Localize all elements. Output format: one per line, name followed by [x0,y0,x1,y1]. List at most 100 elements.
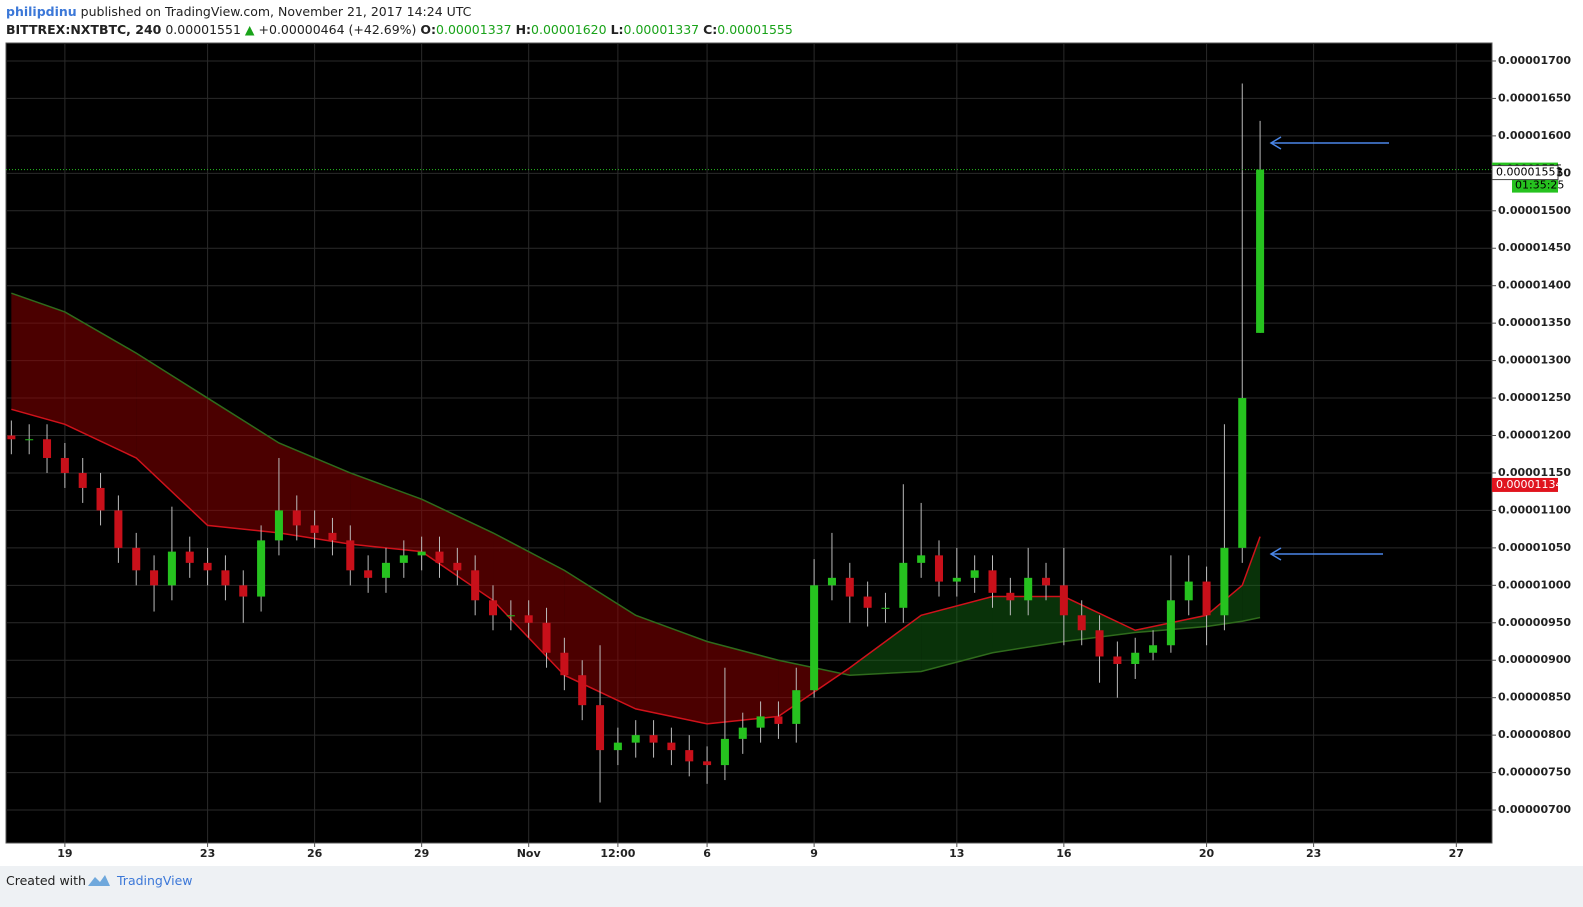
x-tick-label: 6 [703,847,711,860]
candle-body [1095,630,1104,657]
footer-text: Created with [6,873,86,888]
candle-body [1024,577,1033,601]
candle-body [827,577,836,586]
ohlc-label: L: [610,22,624,37]
y-tick-label: 0.00001650 [1498,91,1571,104]
y-tick-label: 0.00001300 [1498,354,1571,367]
candle-body [1059,585,1068,616]
candle-body [132,547,141,571]
price: 0.00001551 [165,22,241,37]
candle-body [471,570,480,601]
footer-brand: TradingView [117,873,193,888]
arrow-head [1269,136,1282,150]
x-tick-label: Nov [517,847,542,860]
ohlc-label: H: [515,22,532,37]
y-tick-label: 0.00001150 [1498,466,1571,479]
cloud-fill [849,615,922,676]
annotation-arrow [1269,136,1389,150]
level-badge-label: 0.00001134 [1496,478,1562,491]
y-tick-label: 0.00000800 [1498,728,1571,741]
candle-body [150,570,159,586]
candle-body [810,585,819,691]
ohlc-value: 0.00001337 [623,22,700,37]
candle-body [685,750,694,762]
y-tick-label: 0.00000850 [1498,691,1571,704]
candle-body [274,510,283,541]
candle-body [257,540,266,597]
x-tick-label: 19 [57,847,72,860]
candle-body [613,742,622,751]
candle-body [1202,581,1211,616]
ohlc-value: 0.00001620 [531,22,607,37]
candle-body [60,457,69,473]
y-tick-label: 0.00001050 [1498,541,1571,554]
candle-body [167,551,176,586]
candle-body [185,551,194,563]
candle-body [310,525,319,533]
candle-body [399,555,408,563]
candle-body [881,607,890,609]
cloud-fill [136,353,208,526]
candle-body [1006,592,1015,601]
candle-body [435,551,444,563]
ohlc-label: O: [420,22,437,37]
candle-body [560,652,569,676]
ohlc-label: C: [703,22,718,37]
price-badge [1491,165,1559,181]
candle-body [417,551,426,556]
candle-body [792,690,801,724]
y-tick-label: 0.00001200 [1498,429,1571,442]
symbol: BITTREX:NXTBTC, 240 [6,22,162,37]
candle-body [1238,398,1247,548]
candle-body [667,742,676,751]
x-tick-label: 20 [1199,847,1215,860]
header-line: BITTREX:NXTBTC, 240 0.00001551 ▲ +0.0000… [6,21,793,39]
footer: Created with TradingView [0,866,1583,907]
countdown-badge [1512,178,1558,193]
x-tick-label: 26 [307,847,323,860]
arrow: ▲ [244,22,255,37]
candle-body [970,570,979,578]
candle-body [25,439,34,441]
candle-body [1113,656,1122,664]
candle-body [203,562,212,571]
ohlc-value: 0.00001337 [436,22,512,37]
y-tick-label: 0.00001250 [1498,391,1571,404]
y-tick-label: 0.00001600 [1498,129,1571,142]
x-tick-label: 9 [810,847,818,860]
candle-body [506,615,515,617]
cloud-fill [11,293,65,425]
candle-body [364,570,373,578]
candle-body [934,555,944,582]
y-tick-label: 0.00001350 [1498,316,1571,329]
candle-body [1131,652,1140,664]
x-tick-label: 29 [414,847,429,860]
countdown-label: 01:35:25 [1515,179,1564,192]
candle-body [774,716,783,724]
candle-body [649,735,658,743]
candle-body [7,435,16,440]
y-tick-label: 0.00000750 [1498,766,1571,779]
annotation-arrow [1269,547,1383,561]
candle-body [917,555,926,563]
level-badge [1492,477,1558,492]
x-tick-label: 23 [200,847,215,860]
ohlc-value: 0.00001555 [717,22,793,37]
x-tick-label: 16 [1056,847,1072,860]
candle-body [756,716,765,728]
header-line: philipdinu published on TradingView.com,… [6,3,793,21]
y-tick-label: 0.00000900 [1498,653,1571,666]
cloud-fill [207,398,279,533]
candle-body [346,540,355,571]
candle-body [542,622,551,653]
candle-body [221,570,230,586]
candle-body [1042,577,1051,586]
x-tick-label: 12:00 [600,847,635,860]
candle-body [524,615,533,623]
price-badge-label: 0.00001551 [1496,166,1562,179]
cloud-line [11,408,1261,725]
cloud-fill [635,615,708,724]
y-tick-label: 0.00001500 [1498,204,1571,217]
candle-body [703,761,712,766]
